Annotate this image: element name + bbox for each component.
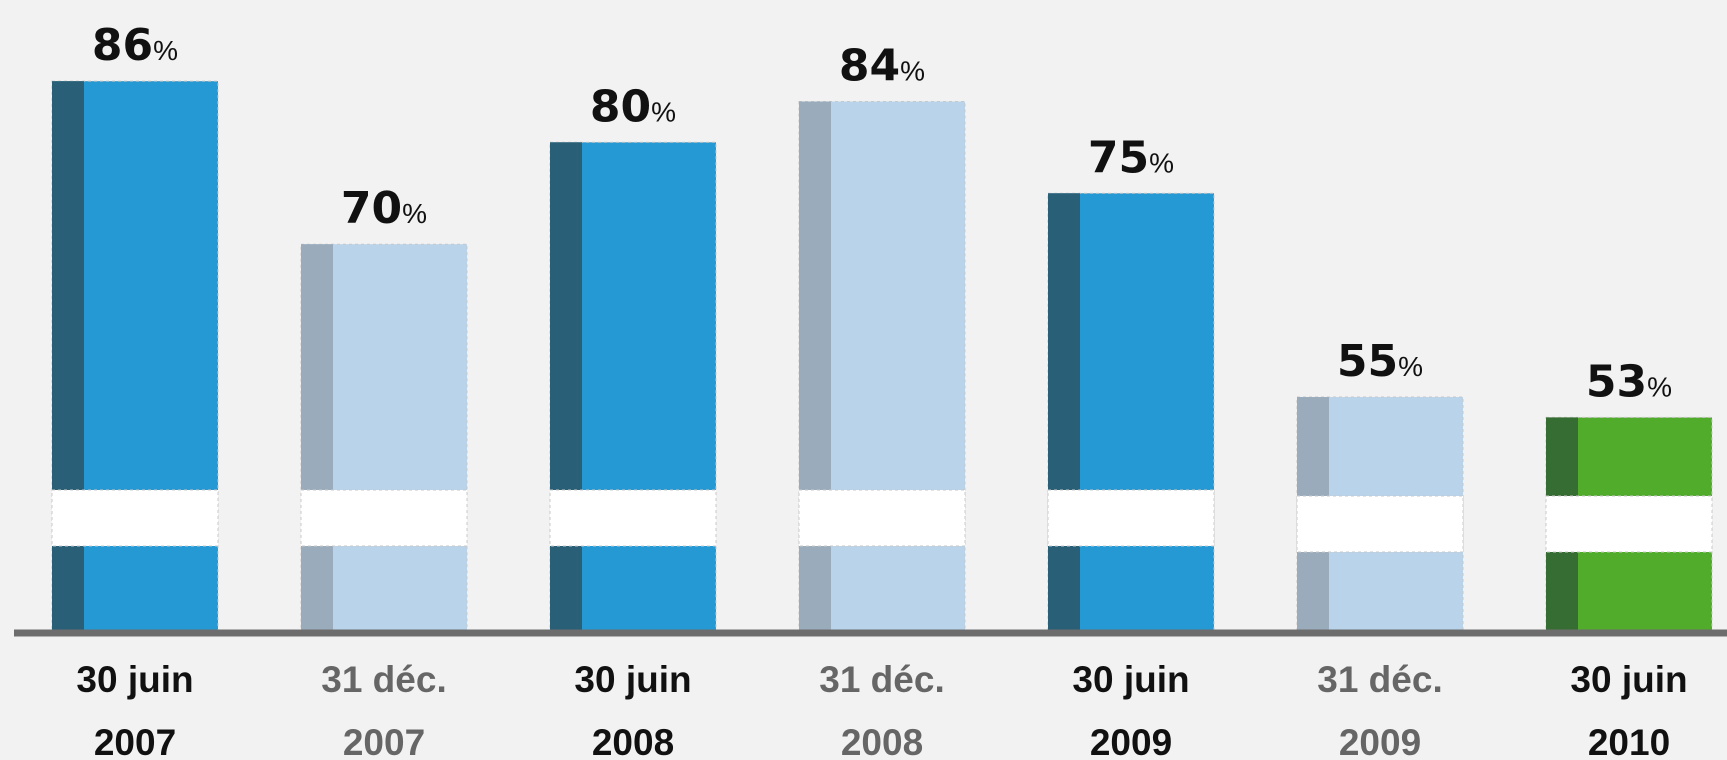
bars-group — [51, 80, 1713, 631]
axis-break-band — [1047, 489, 1215, 547]
category-label-line1: 30 juin — [1072, 659, 1189, 700]
value-number: 86 — [92, 20, 153, 71]
value-number: 80 — [590, 81, 651, 132]
value-label: 80% — [590, 81, 676, 132]
axis-break-band — [300, 489, 468, 547]
category-label-line2: 2007 — [343, 722, 425, 760]
value-number: 55 — [1337, 336, 1398, 387]
bar-side-shade — [52, 81, 84, 630]
category-label-line1: 31 déc. — [819, 659, 944, 700]
category-label-line2: 2007 — [94, 722, 176, 760]
category-label-line2: 2008 — [841, 722, 923, 760]
value-unit: % — [900, 56, 925, 87]
value-number: 70 — [341, 183, 402, 234]
value-number: 84 — [839, 41, 900, 92]
category-label-line2: 2009 — [1339, 722, 1421, 760]
bar-side-shade — [301, 244, 333, 630]
value-unit: % — [1398, 351, 1423, 382]
category-label-line1: 30 juin — [1570, 659, 1687, 700]
value-unit: % — [402, 198, 427, 229]
bar-2 — [300, 243, 468, 631]
value-number: 75 — [1088, 132, 1149, 183]
category-label-line1: 31 déc. — [1317, 659, 1442, 700]
category-label-line2: 2010 — [1588, 722, 1670, 760]
category-label-line2: 2008 — [592, 722, 674, 760]
axis-break-band — [51, 489, 219, 547]
axis-break-band — [1545, 495, 1713, 553]
category-label-line2: 2009 — [1090, 722, 1172, 760]
bar-side-shade — [1048, 193, 1080, 630]
value-unit: % — [651, 96, 676, 127]
bar-6 — [1296, 396, 1464, 631]
bar-7 — [1545, 416, 1713, 631]
category-label-line1: 31 déc. — [321, 659, 446, 700]
bar-4 — [798, 101, 966, 631]
value-unit: % — [1149, 147, 1174, 178]
value-label: 75% — [1088, 132, 1174, 183]
value-label: 86% — [92, 20, 178, 71]
bar-side-shade — [550, 142, 582, 631]
category-label-line1: 30 juin — [574, 659, 691, 700]
bar-1 — [51, 80, 219, 631]
value-label: 84% — [839, 41, 925, 92]
axis-break-band — [1296, 495, 1464, 553]
value-label: 70% — [341, 183, 427, 234]
bar-3 — [549, 141, 717, 631]
value-label: 55% — [1337, 336, 1423, 387]
category-label-line1: 30 juin — [76, 659, 193, 700]
value-unit: % — [1647, 371, 1672, 402]
bar-5 — [1047, 192, 1215, 631]
value-unit: % — [153, 35, 178, 66]
axis-break-band — [798, 489, 966, 547]
value-number: 53 — [1586, 356, 1647, 407]
axis-break-band — [549, 489, 717, 547]
labels-group: 86% 30 juin 2007 70% 31 déc. 2007 80% 30 juin 20… — [76, 20, 1687, 760]
bar-side-shade — [799, 101, 831, 631]
value-label: 53% — [1586, 356, 1672, 407]
